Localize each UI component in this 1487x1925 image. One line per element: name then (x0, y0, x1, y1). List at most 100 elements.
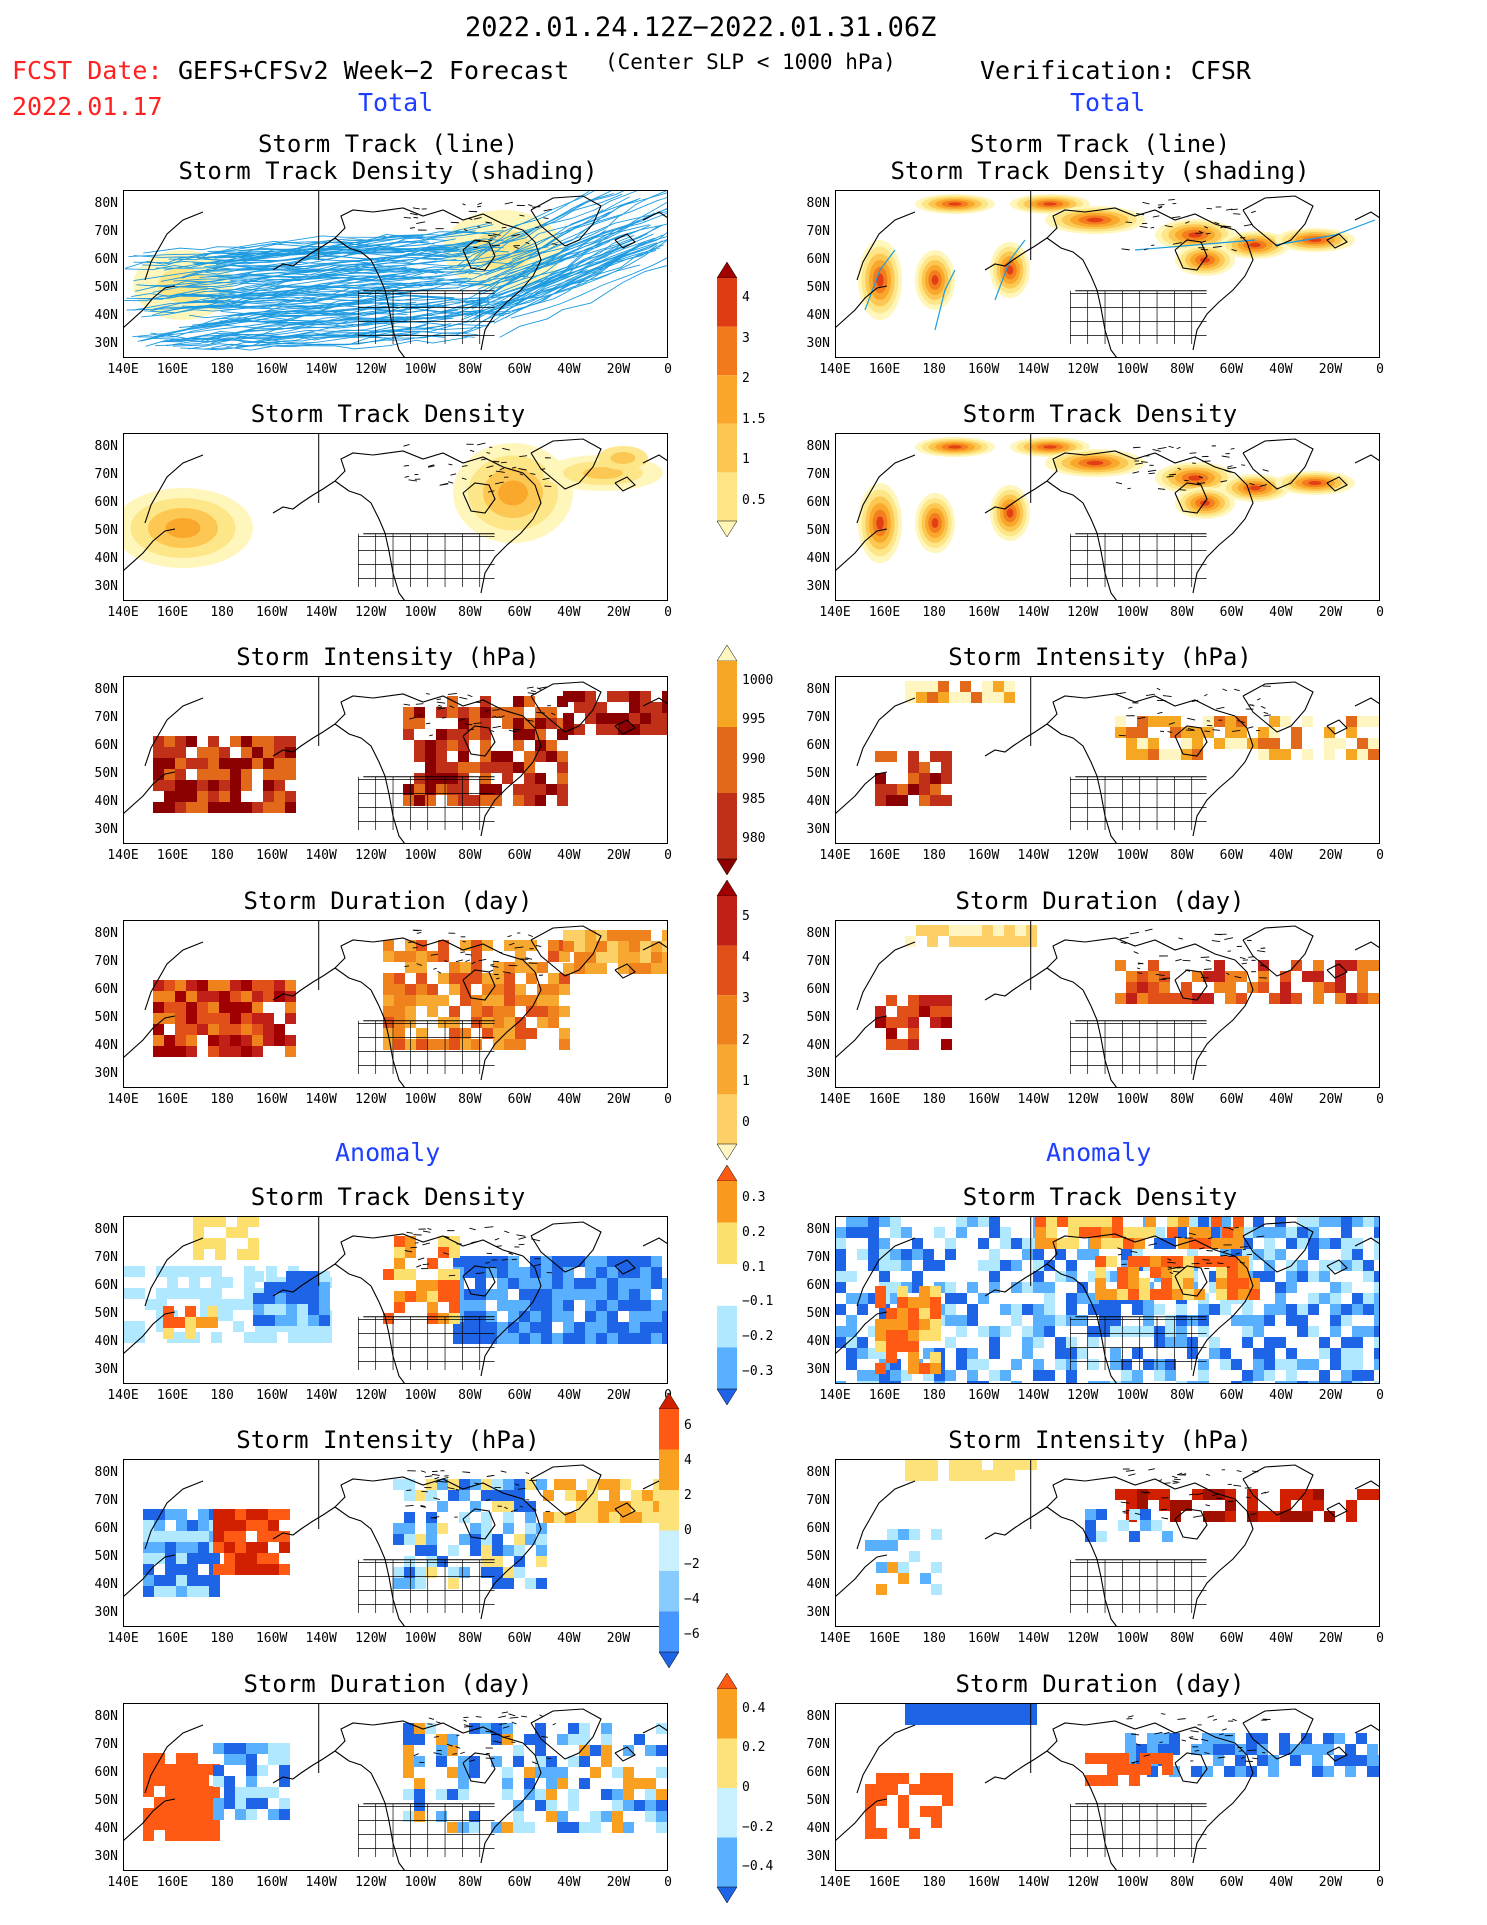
coastline (1242, 1464, 1314, 1516)
island (1178, 937, 1184, 940)
grid-cell (1110, 1304, 1121, 1315)
lon-label: 160E (156, 605, 189, 620)
grid-cell (656, 1789, 667, 1800)
grid-cell (1143, 1359, 1154, 1370)
grid-cell (1301, 1733, 1312, 1744)
grid-cell (274, 802, 285, 813)
right-track-line-title: Storm Track (line) (969, 130, 1231, 158)
grid-cell (949, 925, 960, 936)
grid-cell (257, 1564, 268, 1575)
island (1205, 959, 1211, 962)
island (1141, 1491, 1151, 1494)
grid-cell (393, 1479, 404, 1490)
grid-cell (513, 784, 524, 795)
storm-track-line (230, 296, 472, 316)
grid-cell (1330, 1282, 1341, 1293)
grid-cell (200, 1288, 211, 1299)
lon-label: 60W (1219, 1875, 1244, 1890)
grid-cell (204, 1216, 215, 1227)
coastline (835, 1015, 888, 1059)
island (448, 1274, 456, 1277)
grid-cell (574, 1256, 585, 1267)
grid-cell (612, 1811, 623, 1822)
grid-cell (156, 1288, 167, 1299)
storm-track-line (206, 244, 469, 271)
grid-cell (1202, 1766, 1213, 1777)
grid-cell (211, 1299, 222, 1310)
grid-cell (931, 1562, 942, 1573)
coastline (462, 969, 496, 1001)
grid-cell (585, 1289, 596, 1300)
grid-cell (513, 1756, 524, 1767)
lon-label: 140E (819, 605, 851, 620)
grid-cell (908, 1341, 919, 1352)
grid-cell (436, 1789, 447, 1800)
grid-cell (618, 691, 629, 702)
grid-cell (178, 1288, 189, 1299)
grid-cell (175, 1002, 186, 1013)
lat-label: 30N (806, 336, 830, 351)
grid-cell (515, 984, 526, 995)
grid-cell (275, 1293, 286, 1304)
lon-label: 60W (507, 848, 532, 863)
grid-cell (279, 1754, 290, 1765)
lon-label: 140W (305, 1631, 337, 1646)
grid-cell (308, 1304, 319, 1315)
coastline (1174, 482, 1208, 514)
grid-cell (651, 1256, 662, 1267)
coastline (1354, 941, 1380, 951)
grid-cell (321, 1332, 332, 1343)
coastline (984, 723, 1048, 757)
grid-cell (143, 1830, 154, 1841)
grid-cell (427, 1258, 438, 1269)
grid-cell (1169, 1733, 1180, 1744)
grid-cell (536, 1545, 547, 1556)
storm-track-line (137, 313, 408, 342)
grid-cell (919, 1286, 930, 1297)
grid-cell (475, 1256, 486, 1267)
grid-cell (464, 1333, 475, 1344)
grid-cell (912, 1282, 923, 1293)
grid-cell (285, 991, 296, 1002)
grid-cell (607, 1289, 618, 1300)
grid-cell (945, 1293, 956, 1304)
colorbar-label: 4 (742, 950, 750, 965)
lon-label: 0 (1376, 1631, 1384, 1646)
grid-cell (618, 724, 629, 735)
grid-cell (1145, 1227, 1156, 1238)
grid-cell (875, 751, 886, 762)
island (1216, 706, 1225, 710)
lat-label: 70N (94, 467, 118, 482)
grid-cell (394, 1247, 405, 1258)
grid-cell (601, 1745, 612, 1756)
grid-cell (458, 795, 469, 806)
grid-cell (982, 1714, 993, 1725)
grid-cell (890, 1370, 901, 1381)
grid-cell (1151, 1520, 1162, 1531)
grid-cell (640, 1333, 651, 1344)
grid-cell (1154, 1326, 1165, 1337)
grid-cell (1170, 1511, 1181, 1522)
grid-cell (1137, 982, 1148, 993)
grid-cell (436, 1811, 447, 1822)
grid-cell (634, 1778, 645, 1789)
grid-cell (1202, 1744, 1213, 1755)
grid-cell (927, 681, 938, 692)
density-blob (1200, 257, 1210, 263)
coastline (480, 229, 542, 351)
grid-cell (1242, 1304, 1253, 1315)
grid-cell (1115, 716, 1126, 727)
grid-cell (187, 1542, 198, 1553)
lon-label: 0 (1376, 1092, 1384, 1107)
grid-cell (458, 1822, 469, 1833)
island (1226, 465, 1233, 468)
island (481, 458, 488, 461)
lat-label: 40N (94, 1821, 118, 1836)
grid-cell (629, 1256, 640, 1267)
grid-cell (425, 795, 436, 806)
grid-cell (482, 1017, 493, 1028)
grid-cell (1313, 971, 1324, 982)
grid-cell (208, 1024, 219, 1035)
grid-cell (931, 1584, 942, 1595)
grid-cell (514, 1556, 525, 1567)
